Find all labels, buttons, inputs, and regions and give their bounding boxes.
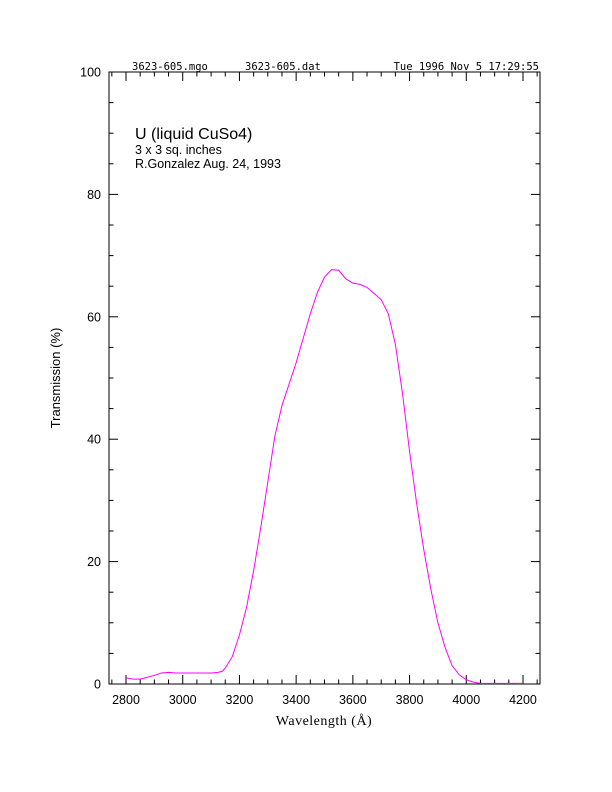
header-file1: 3623-605.mgo: [132, 61, 208, 73]
y-tick-label: 40: [87, 433, 101, 447]
y-axis-label: Transmission (%): [48, 328, 63, 429]
x-tick-label: 3800: [396, 693, 424, 707]
annotation-title: U (liquid CuSo4): [135, 126, 252, 143]
x-tick-label: 3400: [282, 693, 310, 707]
x-tick-labels: 2800 3000 3200 3400 3600 3800 4000 4200: [112, 693, 537, 707]
y-tick-labels: 0 20 40 60 80 100: [80, 66, 101, 692]
x-tick-label: 4000: [452, 693, 480, 707]
x-tick-label: 3000: [169, 693, 197, 707]
x-tick-label: 4200: [509, 693, 537, 707]
annotation-size: 3 x 3 sq. inches: [135, 143, 222, 157]
y-tick-label: 20: [87, 555, 101, 569]
x-tick-label: 3200: [226, 693, 254, 707]
y-tick-label: 0: [94, 678, 101, 692]
series-line: [125, 269, 523, 684]
x-axis-label: Wavelength (Å): [276, 713, 372, 729]
y-tick-label: 80: [87, 188, 101, 202]
header-timestamp: Tue 1996 Nov 5 17:29:55: [394, 61, 539, 73]
axis-ticks: [109, 71, 540, 685]
header-file2: 3623-605.dat: [245, 61, 321, 73]
y-tick-label: 60: [87, 310, 101, 324]
annotation-author: R.Gonzalez Aug. 24, 1993: [135, 157, 281, 171]
x-tick-label: 2800: [112, 693, 140, 707]
x-tick-label: 3600: [339, 693, 367, 707]
y-tick-label: 100: [80, 66, 101, 80]
